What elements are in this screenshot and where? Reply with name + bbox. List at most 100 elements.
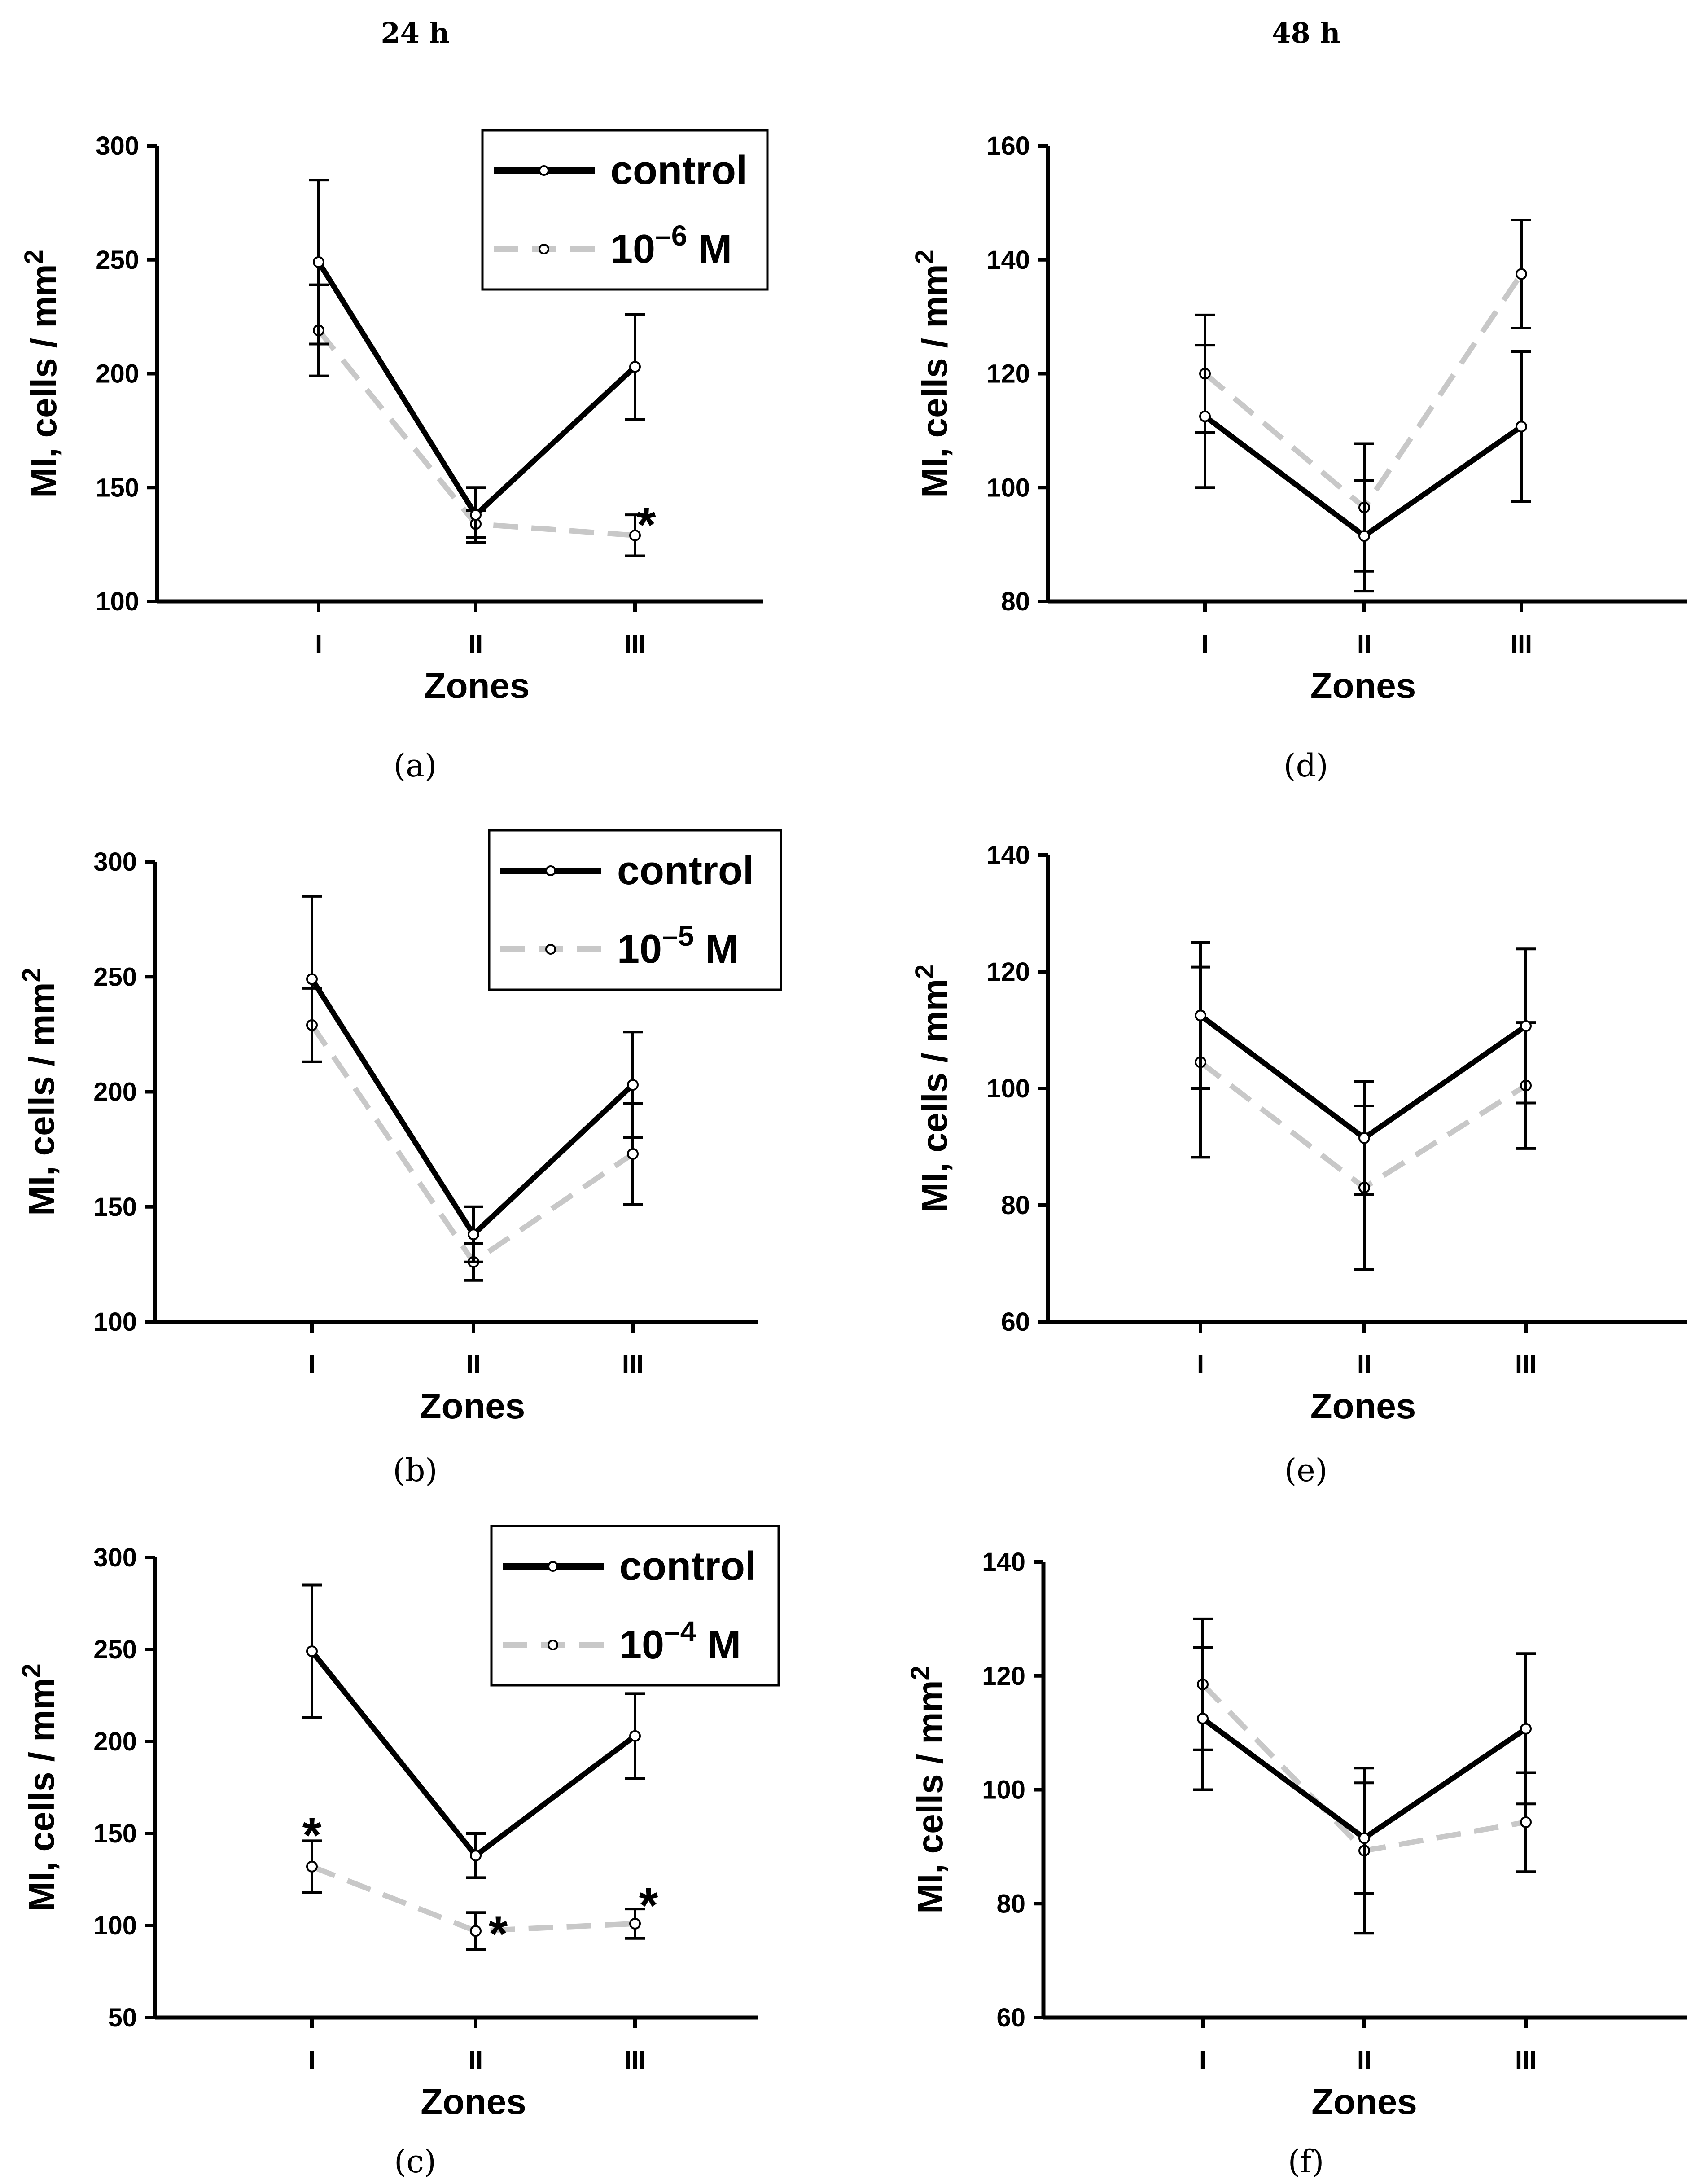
x-axis-title: Zones bbox=[1311, 2082, 1417, 2122]
panel-caption: (d) bbox=[1283, 747, 1328, 784]
y-tick-label: 80 bbox=[1001, 587, 1030, 616]
panel-caption: (c) bbox=[394, 2143, 436, 2180]
significance-asterisk: * bbox=[639, 1878, 658, 1933]
x-tick-label: I bbox=[315, 630, 322, 659]
data-point bbox=[627, 1079, 639, 1091]
data-point bbox=[1197, 1712, 1209, 1724]
legend-label-treatment: 10–4 M bbox=[619, 1615, 741, 1667]
y-tick-label: 300 bbox=[96, 132, 139, 161]
data-point bbox=[629, 529, 641, 541]
series-solid-black bbox=[302, 895, 643, 1263]
y-tick-label: 60 bbox=[996, 2003, 1025, 2032]
data-point bbox=[627, 1148, 639, 1160]
y-tick-label: 60 bbox=[1001, 1307, 1030, 1337]
significance-asterisk: * bbox=[302, 1807, 322, 1863]
series-solid-black bbox=[1195, 344, 1531, 593]
y-tick-label: 120 bbox=[982, 1662, 1025, 1691]
significance-asterisk: * bbox=[489, 1906, 508, 1961]
x-tick-label: III bbox=[1511, 630, 1532, 659]
y-tick-label: 300 bbox=[93, 847, 137, 877]
panel-caption: (b) bbox=[393, 1452, 437, 1489]
data-point bbox=[1520, 1723, 1532, 1735]
series-line bbox=[309, 978, 635, 1239]
y-tick-label: 150 bbox=[93, 1819, 137, 1848]
data-point bbox=[1516, 421, 1527, 433]
x-tick-label: I bbox=[1197, 1350, 1204, 1379]
y-axis-title: MI, cells / mm2 bbox=[17, 1663, 61, 1911]
legend: control 10–4 M bbox=[490, 1525, 780, 1687]
series-solid-black bbox=[1193, 1646, 1536, 1895]
legend-marker bbox=[548, 1561, 558, 1572]
data-point bbox=[468, 1228, 479, 1241]
panel-caption: (a) bbox=[394, 747, 437, 784]
data-point bbox=[470, 509, 482, 521]
data-point bbox=[1520, 1816, 1532, 1828]
data-point bbox=[1520, 1020, 1532, 1032]
y-tick-label: 150 bbox=[96, 473, 139, 502]
panel-caption: (e) bbox=[1284, 1452, 1327, 1489]
x-tick-label: II bbox=[466, 1350, 481, 1379]
data-point bbox=[1358, 1832, 1370, 1844]
y-tick-label: 80 bbox=[1001, 1191, 1030, 1220]
data-point bbox=[629, 1917, 641, 1930]
x-tick-label: I bbox=[308, 2046, 315, 2075]
x-tick-label: III bbox=[624, 2046, 646, 2075]
data-point bbox=[629, 361, 641, 373]
data-point bbox=[306, 973, 318, 985]
column-title-48h: 48 h bbox=[1272, 17, 1340, 49]
x-tick-label: III bbox=[624, 630, 646, 659]
data-point bbox=[629, 1730, 641, 1742]
series-line bbox=[311, 1864, 635, 1934]
x-axis-title: Zones bbox=[421, 2082, 526, 2122]
x-tick-label: II bbox=[469, 2046, 483, 2075]
y-tick-label: 140 bbox=[986, 246, 1030, 275]
y-tick-label: 250 bbox=[93, 962, 137, 991]
legend-box bbox=[481, 129, 769, 291]
y-tick-label: 200 bbox=[96, 360, 139, 389]
y-tick-label: 200 bbox=[93, 1727, 137, 1756]
data-point bbox=[1358, 1132, 1370, 1144]
y-tick-label: 250 bbox=[96, 246, 139, 275]
y-axis-title: MI, cells / mm2 bbox=[906, 1666, 950, 1913]
x-axis-title: Zones bbox=[1310, 1386, 1416, 1426]
y-tick-label: 100 bbox=[986, 473, 1030, 502]
legend-label-control: control bbox=[619, 1544, 756, 1589]
data-point bbox=[306, 1860, 318, 1873]
series-dashed-gray: * * * bbox=[302, 1807, 658, 1961]
y-tick-label: 250 bbox=[93, 1635, 137, 1664]
x-tick-label: III bbox=[1515, 1350, 1537, 1379]
series-solid-black bbox=[1191, 941, 1536, 1196]
x-tick-label: III bbox=[1515, 2046, 1537, 2075]
x-tick-label: II bbox=[469, 630, 483, 659]
legend-box bbox=[488, 829, 782, 991]
y-axis-title: MI, cells / mm2 bbox=[17, 968, 61, 1215]
legend-label-control: control bbox=[610, 148, 747, 193]
data-point bbox=[470, 1850, 482, 1862]
data-point bbox=[1516, 268, 1527, 280]
y-tick-label: 100 bbox=[93, 1307, 137, 1337]
series-solid-black bbox=[309, 179, 645, 544]
y-tick-label: 150 bbox=[93, 1193, 137, 1222]
y-axis-title: MI, cells / mm2 bbox=[910, 250, 955, 497]
y-tick-label: 100 bbox=[93, 1911, 137, 1940]
x-axis-title: Zones bbox=[1310, 666, 1416, 706]
y-tick-label: 200 bbox=[93, 1078, 137, 1107]
series-solid-black bbox=[302, 1583, 645, 1879]
y-tick-label: 300 bbox=[93, 1543, 137, 1572]
y-axis-title: MI, cells / mm2 bbox=[19, 250, 64, 497]
legend-marker bbox=[545, 944, 556, 955]
y-tick-label: 160 bbox=[986, 132, 1030, 161]
y-tick-label: 100 bbox=[96, 587, 139, 616]
x-tick-label: III bbox=[622, 1350, 644, 1379]
legend-marker bbox=[539, 165, 549, 176]
x-tick-label: II bbox=[1357, 1350, 1371, 1379]
data-point bbox=[313, 256, 324, 268]
